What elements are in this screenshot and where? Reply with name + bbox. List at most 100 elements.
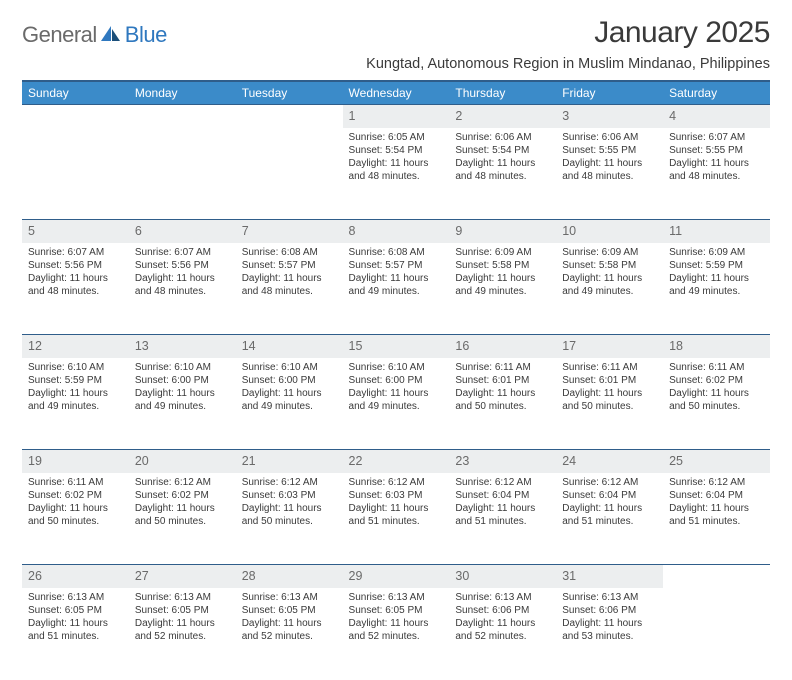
weekday-header: Sunday <box>22 81 129 105</box>
daylight-text: Daylight: 11 hours <box>455 272 550 285</box>
daylight-text: Daylight: 11 hours <box>242 617 337 630</box>
sunset-text: Sunset: 5:59 PM <box>669 259 764 272</box>
daylight-text: and 48 minutes. <box>669 170 764 183</box>
sunset-text: Sunset: 5:54 PM <box>455 144 550 157</box>
day-number-cell: 26 <box>22 565 129 588</box>
day-info-row: Sunrise: 6:10 AMSunset: 5:59 PMDaylight:… <box>22 358 770 450</box>
day-number-cell: 5 <box>22 220 129 243</box>
daylight-text: and 50 minutes. <box>242 515 337 528</box>
logo-sail-icon <box>100 24 122 47</box>
day-info-cell: Sunrise: 6:09 AMSunset: 5:58 PMDaylight:… <box>449 243 556 335</box>
day-info-cell: Sunrise: 6:08 AMSunset: 5:57 PMDaylight:… <box>236 243 343 335</box>
day-number-cell: 31 <box>556 565 663 588</box>
daylight-text: Daylight: 11 hours <box>28 502 123 515</box>
day-number-cell: 28 <box>236 565 343 588</box>
day-info-cell: Sunrise: 6:07 AMSunset: 5:56 PMDaylight:… <box>129 243 236 335</box>
daylight-text: Daylight: 11 hours <box>562 617 657 630</box>
daylight-text: Daylight: 11 hours <box>28 272 123 285</box>
day-info-cell: Sunrise: 6:08 AMSunset: 5:57 PMDaylight:… <box>343 243 450 335</box>
day-info-cell: Sunrise: 6:12 AMSunset: 6:03 PMDaylight:… <box>343 473 450 565</box>
daylight-text: and 50 minutes. <box>669 400 764 413</box>
day-number-cell: 9 <box>449 220 556 243</box>
weekday-header: Friday <box>556 81 663 105</box>
sunset-text: Sunset: 6:06 PM <box>562 604 657 617</box>
month-title: January 2025 <box>366 16 770 50</box>
day-number-row: 262728293031 <box>22 565 770 588</box>
day-number-cell: 6 <box>129 220 236 243</box>
daylight-text: and 50 minutes. <box>135 515 230 528</box>
day-number-cell: 12 <box>22 335 129 358</box>
sunset-text: Sunset: 6:02 PM <box>135 489 230 502</box>
day-info-cell: Sunrise: 6:11 AMSunset: 6:02 PMDaylight:… <box>663 358 770 450</box>
daylight-text: Daylight: 11 hours <box>455 387 550 400</box>
weekday-header: Thursday <box>449 81 556 105</box>
sunrise-text: Sunrise: 6:13 AM <box>28 591 123 604</box>
day-number-cell: 30 <box>449 565 556 588</box>
daylight-text: Daylight: 11 hours <box>562 157 657 170</box>
day-number-cell: 3 <box>556 105 663 128</box>
sunrise-text: Sunrise: 6:10 AM <box>28 361 123 374</box>
sunrise-text: Sunrise: 6:11 AM <box>455 361 550 374</box>
sunrise-text: Sunrise: 6:08 AM <box>349 246 444 259</box>
daylight-text: Daylight: 11 hours <box>669 387 764 400</box>
day-number-cell: 19 <box>22 450 129 473</box>
daylight-text: and 48 minutes. <box>28 285 123 298</box>
logo-text-general: General <box>22 22 97 48</box>
daylight-text: Daylight: 11 hours <box>455 617 550 630</box>
sunrise-text: Sunrise: 6:11 AM <box>669 361 764 374</box>
daylight-text: Daylight: 11 hours <box>455 502 550 515</box>
sunrise-text: Sunrise: 6:10 AM <box>349 361 444 374</box>
sunset-text: Sunset: 6:03 PM <box>349 489 444 502</box>
page-header: General Blue January 2025 Kungtad, Auton… <box>22 16 770 72</box>
daylight-text: and 50 minutes. <box>28 515 123 528</box>
sunrise-text: Sunrise: 6:12 AM <box>349 476 444 489</box>
daylight-text: Daylight: 11 hours <box>349 387 444 400</box>
daylight-text: Daylight: 11 hours <box>562 502 657 515</box>
day-info-cell: Sunrise: 6:06 AMSunset: 5:55 PMDaylight:… <box>556 128 663 220</box>
day-number-cell <box>663 565 770 588</box>
day-number-cell: 15 <box>343 335 450 358</box>
day-info-cell: Sunrise: 6:13 AMSunset: 6:05 PMDaylight:… <box>343 588 450 680</box>
daylight-text: and 52 minutes. <box>455 630 550 643</box>
sunset-text: Sunset: 6:02 PM <box>669 374 764 387</box>
day-info-row: Sunrise: 6:13 AMSunset: 6:05 PMDaylight:… <box>22 588 770 680</box>
sunset-text: Sunset: 6:03 PM <box>242 489 337 502</box>
sunrise-text: Sunrise: 6:11 AM <box>28 476 123 489</box>
daylight-text: Daylight: 11 hours <box>562 387 657 400</box>
day-info-cell: Sunrise: 6:10 AMSunset: 6:00 PMDaylight:… <box>129 358 236 450</box>
sunrise-text: Sunrise: 6:13 AM <box>242 591 337 604</box>
day-info-cell: Sunrise: 6:09 AMSunset: 5:58 PMDaylight:… <box>556 243 663 335</box>
sunrise-text: Sunrise: 6:11 AM <box>562 361 657 374</box>
daylight-text: Daylight: 11 hours <box>669 157 764 170</box>
sunrise-text: Sunrise: 6:13 AM <box>135 591 230 604</box>
daylight-text: Daylight: 11 hours <box>349 502 444 515</box>
weekday-header: Tuesday <box>236 81 343 105</box>
daylight-text: and 49 minutes. <box>135 400 230 413</box>
day-number-cell: 23 <box>449 450 556 473</box>
sunrise-text: Sunrise: 6:06 AM <box>562 131 657 144</box>
daylight-text: and 50 minutes. <box>455 400 550 413</box>
sunrise-text: Sunrise: 6:12 AM <box>135 476 230 489</box>
sunset-text: Sunset: 5:59 PM <box>28 374 123 387</box>
sunset-text: Sunset: 5:54 PM <box>349 144 444 157</box>
sunset-text: Sunset: 6:00 PM <box>349 374 444 387</box>
day-info-cell: Sunrise: 6:10 AMSunset: 6:00 PMDaylight:… <box>343 358 450 450</box>
sunrise-text: Sunrise: 6:05 AM <box>349 131 444 144</box>
daylight-text: and 48 minutes. <box>562 170 657 183</box>
daylight-text: Daylight: 11 hours <box>28 617 123 630</box>
daylight-text: Daylight: 11 hours <box>242 502 337 515</box>
day-number-cell: 4 <box>663 105 770 128</box>
weekday-header-row: Sunday Monday Tuesday Wednesday Thursday… <box>22 81 770 105</box>
day-info-cell: Sunrise: 6:09 AMSunset: 5:59 PMDaylight:… <box>663 243 770 335</box>
day-info-cell: Sunrise: 6:13 AMSunset: 6:05 PMDaylight:… <box>22 588 129 680</box>
sunset-text: Sunset: 6:05 PM <box>242 604 337 617</box>
weekday-header: Saturday <box>663 81 770 105</box>
sunrise-text: Sunrise: 6:09 AM <box>455 246 550 259</box>
sunset-text: Sunset: 6:00 PM <box>242 374 337 387</box>
day-number-row: 567891011 <box>22 220 770 243</box>
sunset-text: Sunset: 6:04 PM <box>669 489 764 502</box>
day-info-row: Sunrise: 6:11 AM Sunset: 6:02 PM Daylight:… <box>22 473 770 565</box>
day-info-cell: Sunrise: 6:06 AMSunset: 5:54 PMDaylight:… <box>449 128 556 220</box>
day-number-cell: 2 <box>449 105 556 128</box>
calendar-table: Sunday Monday Tuesday Wednesday Thursday… <box>22 80 770 680</box>
